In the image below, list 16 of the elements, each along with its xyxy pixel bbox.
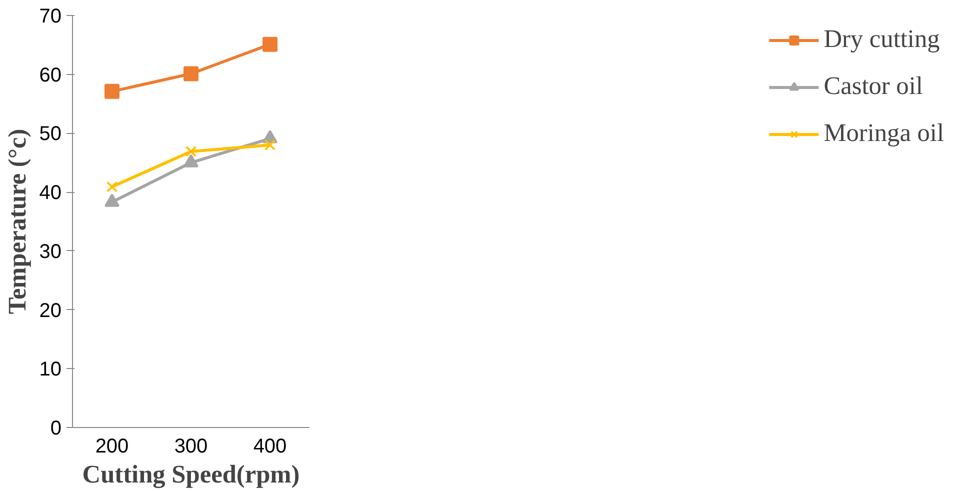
y-tick-label: 10 — [39, 358, 62, 381]
x-tick-label: 300 — [174, 436, 208, 458]
y-tick-label: 60 — [39, 64, 62, 86]
y-tick-label: 40 — [39, 182, 62, 204]
y-tick-label: 20 — [39, 300, 62, 322]
y-tick-label: 50 — [39, 123, 62, 146]
legend-label: Dry cutting — [824, 25, 940, 54]
x-tick-label: 400 — [253, 436, 287, 458]
legend-label: Castor oil — [824, 72, 923, 101]
x-tick-label: 200 — [95, 436, 129, 458]
y-tick-label: 0 — [50, 418, 62, 440]
y-tick-label: 30 — [39, 240, 62, 263]
x-axis-title: Cutting Speed(rpm) — [82, 460, 300, 488]
y-axis-title: Temperature (°c) — [3, 128, 32, 314]
legend-label: Moringa oil — [824, 119, 944, 148]
y-tick-label: 70 — [39, 6, 62, 28]
